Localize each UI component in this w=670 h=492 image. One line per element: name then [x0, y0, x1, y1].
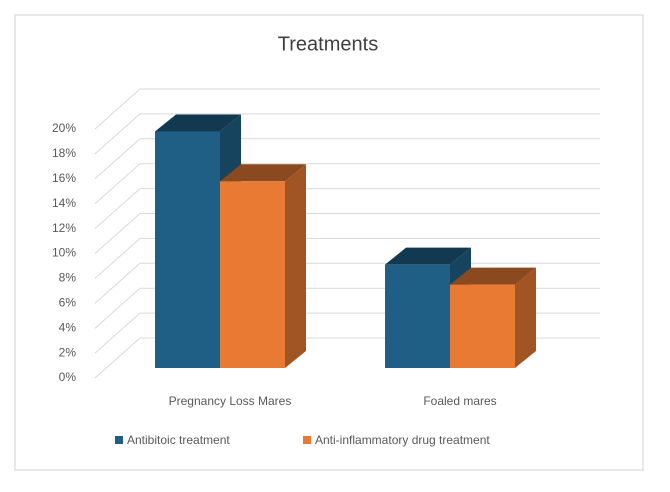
y-tick-label: 0% — [59, 370, 77, 384]
bar — [450, 267, 536, 368]
legend-label: Antibitoic treatment — [127, 433, 230, 447]
bar-top — [385, 247, 471, 265]
grid-line — [94, 113, 600, 155]
bar-front — [155, 131, 220, 368]
bar-side — [285, 164, 306, 368]
y-tick-label: 12% — [52, 221, 76, 235]
y-tick-label: 10% — [52, 246, 76, 260]
y-tick-label: 8% — [59, 271, 77, 285]
y-tick-label: 20% — [52, 121, 76, 135]
grid-line — [94, 188, 600, 229]
bar-side — [515, 267, 536, 368]
y-tick-label: 18% — [52, 146, 76, 160]
y-tick-label: 4% — [59, 320, 77, 334]
bar — [220, 164, 306, 368]
x-tick-label: Foaled mares — [423, 394, 496, 408]
legend-swatch — [115, 436, 123, 444]
chart-title: Treatments — [278, 33, 378, 55]
legend-label: Anti-inflammatory drug treatment — [315, 433, 490, 447]
y-tick-label: 16% — [52, 171, 76, 185]
bar-top — [450, 267, 536, 285]
bar-front — [220, 181, 285, 368]
grid-line — [94, 138, 600, 180]
bar-top — [220, 164, 306, 182]
bar-top — [155, 114, 241, 132]
bar-front — [385, 264, 450, 368]
chart-border — [14, 14, 644, 471]
grid-line — [94, 88, 600, 130]
y-tick-label: 2% — [59, 345, 77, 359]
y-tick-label: 6% — [59, 295, 77, 309]
legend-swatch — [303, 436, 311, 444]
bar-front — [450, 284, 515, 368]
x-tick-label: Pregnancy Loss Mares — [169, 394, 292, 408]
grid-line — [94, 237, 600, 279]
grid-line — [94, 213, 600, 254]
y-tick-label: 14% — [52, 196, 76, 210]
grid-line — [94, 163, 600, 205]
